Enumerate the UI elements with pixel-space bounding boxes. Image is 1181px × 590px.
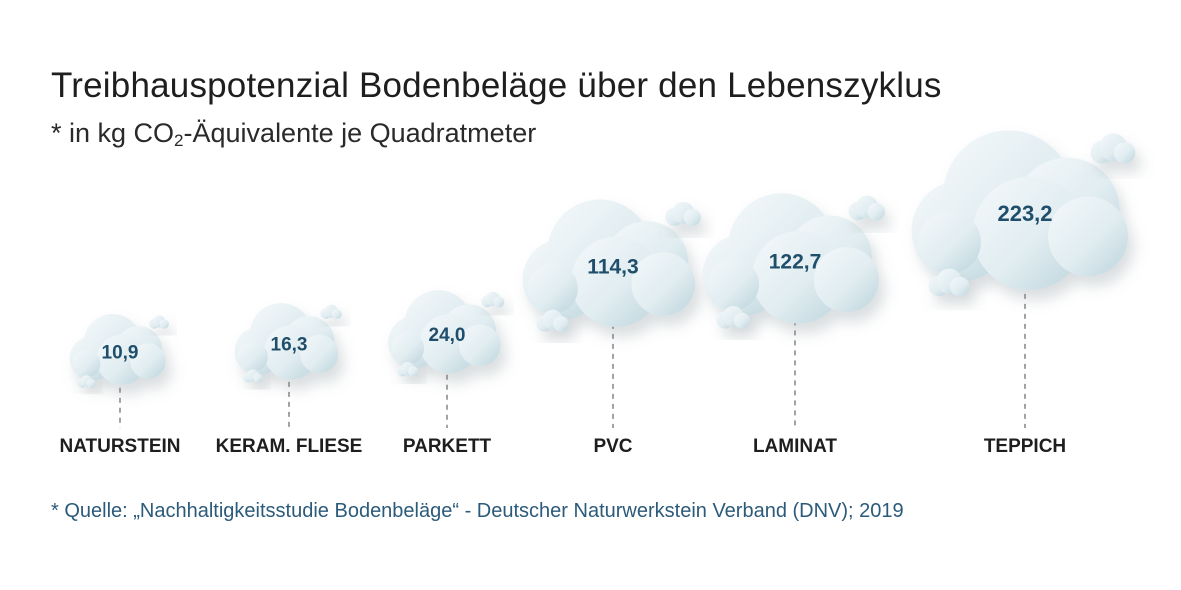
category-label-keram-fliese: KERAM. FLIESE xyxy=(216,436,363,457)
value-label-keram-fliese: 16,3 xyxy=(271,335,308,356)
cloud-naturstein: 10,9 NATURSTEIN xyxy=(59,314,181,457)
category-label-teppich: TEPPICH xyxy=(984,436,1066,457)
cloud-shape-keram-fliese xyxy=(234,303,339,380)
cloud-shape-laminat xyxy=(702,193,879,324)
subtitle-subscript: 2 xyxy=(174,131,184,150)
category-label-laminat: LAMINAT xyxy=(753,436,837,457)
cloud-shape-teppich xyxy=(911,130,1128,291)
small-cloud-lower-keram-fliese xyxy=(242,369,263,383)
cloud-keram-fliese: 16,3 KERAM. FLIESE xyxy=(216,303,363,457)
category-label-parkett: PARKETT xyxy=(403,436,492,457)
cloud-parkett: 24,0 PARKETT xyxy=(388,290,505,457)
small-cloud-pvc xyxy=(665,201,701,226)
value-label-teppich: 223,2 xyxy=(997,201,1052,226)
small-cloud-parkett xyxy=(481,291,505,308)
value-label-parkett: 24,0 xyxy=(429,325,466,346)
cloud-laminat: 122,7 LAMINAT xyxy=(702,193,885,457)
cloud-shape-pvc xyxy=(522,199,695,327)
category-label-pvc: PVC xyxy=(593,436,632,457)
small-cloud-lower-laminat xyxy=(716,306,750,329)
small-cloud-teppich xyxy=(1090,133,1136,164)
value-label-pvc: 114,3 xyxy=(587,255,638,278)
cloud-pvc: 114,3 PVC xyxy=(522,199,701,457)
small-cloud-lower-pvc xyxy=(536,309,569,332)
small-cloud-naturstein xyxy=(149,315,169,329)
chart-title: Treibhauspotenzial Bodenbeläge über den … xyxy=(51,66,942,105)
cloud-shape-parkett xyxy=(388,290,501,374)
chart-subtitle: * in kg CO2-Äquivalente je Quadratmeter xyxy=(51,118,536,151)
source-note: * Quelle: „Nachhaltigkeitsstudie Bodenbe… xyxy=(51,500,904,522)
category-label-naturstein: NATURSTEIN xyxy=(59,436,180,457)
subtitle-suffix: -Äquivalente je Quadratmeter xyxy=(183,118,537,148)
value-label-naturstein: 10,9 xyxy=(102,343,139,364)
small-cloud-lower-teppich xyxy=(928,268,970,297)
small-cloud-keram-fliese xyxy=(320,304,342,320)
value-label-laminat: 122,7 xyxy=(769,251,822,274)
small-cloud-laminat xyxy=(848,195,885,221)
small-cloud-lower-naturstein xyxy=(77,375,96,388)
cloud-teppich: 223,2 TEPPICH xyxy=(911,130,1136,457)
subtitle-prefix: * in kg CO xyxy=(51,118,175,148)
cloud-shape-naturstein xyxy=(69,314,166,385)
small-cloud-lower-parkett xyxy=(396,362,419,377)
